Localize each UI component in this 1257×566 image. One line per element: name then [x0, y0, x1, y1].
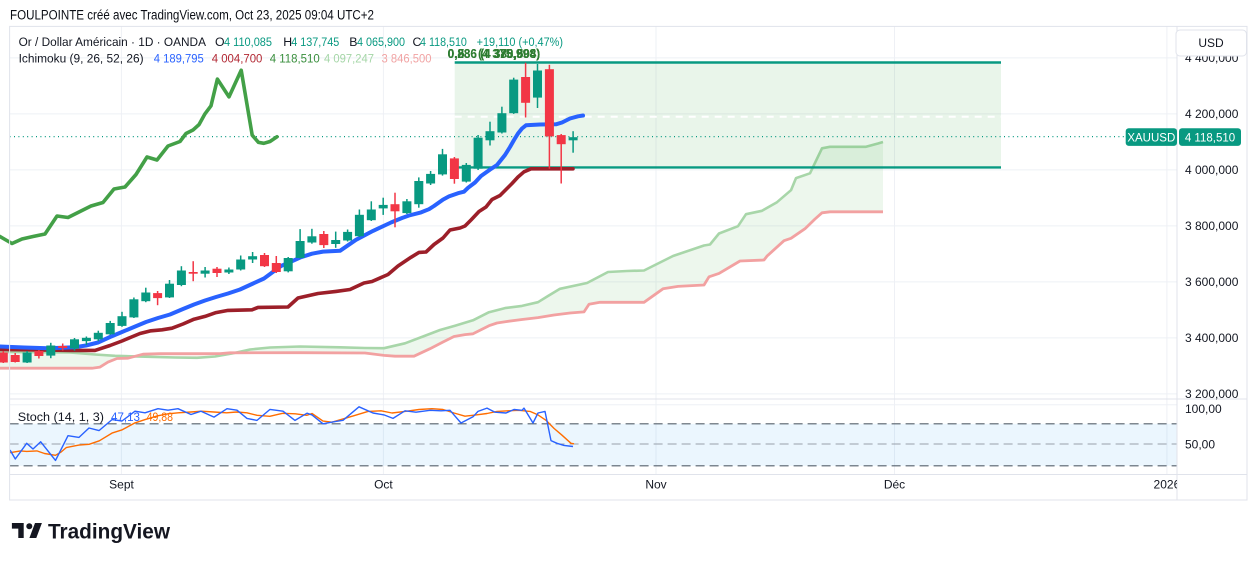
svg-text:4 097,247: 4 097,247	[324, 52, 374, 66]
svg-text:H: H	[283, 35, 292, 49]
svg-text:Oct: Oct	[374, 478, 393, 492]
svg-text:0,5 (4 375,998): 0,5 (4 375,998)	[448, 46, 541, 61]
svg-text:4 118,510: 4 118,510	[420, 35, 467, 49]
svg-text:3 200,000: 3 200,000	[1185, 387, 1239, 401]
svg-text:TradingView: TradingView	[48, 520, 170, 544]
svg-text:Sept: Sept	[109, 478, 134, 492]
svg-text:3 400,000: 3 400,000	[1185, 331, 1239, 345]
svg-text:0,886 (4 370,804): 0,886 (4 370,804)	[448, 46, 541, 61]
svg-text:4 118,510: 4 118,510	[270, 52, 320, 66]
svg-text:Déc: Déc	[884, 478, 905, 492]
svg-text:0,236 (4 383,598): 0,236 (4 383,598)	[448, 46, 541, 61]
svg-text:Nov: Nov	[645, 478, 666, 492]
svg-text:Ichimoku (9, 26, 52, 26): Ichimoku (9, 26, 52, 26)	[19, 52, 144, 66]
svg-text:USD: USD	[1198, 36, 1224, 50]
svg-text:3 800,000: 3 800,000	[1185, 219, 1239, 233]
svg-text:4 200,000: 4 200,000	[1185, 107, 1239, 121]
svg-text:4 110,085: 4 110,085	[224, 35, 272, 49]
svg-text:4 004,700: 4 004,700	[212, 52, 263, 66]
svg-text:Or / Dollar Américain · 1D · O: Or / Dollar Américain · 1D · OANDA	[19, 35, 207, 49]
svg-text:Stoch (14, 1, 3): Stoch (14, 1, 3)	[18, 410, 104, 424]
svg-text:B: B	[349, 35, 357, 49]
svg-text:FOULPOINTE créé avec TradingVi: FOULPOINTE créé avec TradingView.com, Oc…	[10, 8, 374, 23]
svg-text:4 000,000: 4 000,000	[1185, 163, 1239, 177]
svg-text:4 065,900: 4 065,900	[357, 35, 405, 49]
svg-text:C: C	[413, 35, 422, 49]
svg-text:50,00: 50,00	[1185, 437, 1215, 451]
svg-text:O: O	[215, 35, 225, 49]
svg-text:4 137,745: 4 137,745	[291, 35, 339, 49]
svg-text:4 118,510: 4 118,510	[1185, 132, 1235, 144]
svg-text:100,00: 100,00	[1185, 402, 1222, 416]
svg-text:49,88: 49,88	[147, 410, 174, 424]
svg-text:4 189,795: 4 189,795	[154, 52, 204, 66]
svg-text:3 846,500: 3 846,500	[382, 52, 432, 66]
svg-text:2026: 2026	[1154, 478, 1181, 492]
svg-text:XAUUSD: XAUUSD	[1127, 132, 1175, 144]
svg-text:3 600,000: 3 600,000	[1185, 275, 1239, 289]
svg-text:47,13: 47,13	[111, 410, 140, 424]
svg-text:+19,110 (+0,47%): +19,110 (+0,47%)	[477, 35, 563, 49]
